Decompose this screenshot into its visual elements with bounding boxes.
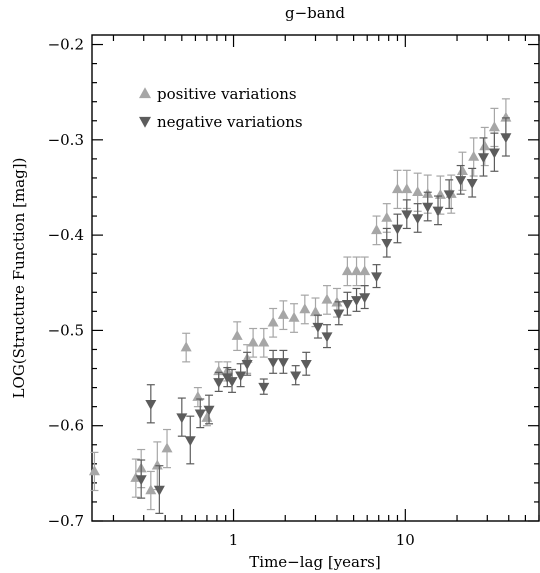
data-point bbox=[277, 309, 289, 319]
data-point bbox=[235, 371, 247, 382]
data-point bbox=[371, 272, 383, 283]
y-tick-label: −0.4 bbox=[48, 226, 84, 244]
data-point bbox=[359, 265, 371, 276]
data-point bbox=[479, 140, 491, 151]
legend-triangle-down bbox=[139, 116, 151, 128]
data-point bbox=[500, 133, 512, 144]
plot-frame bbox=[91, 34, 540, 522]
data-point bbox=[288, 311, 300, 322]
data-point bbox=[477, 153, 489, 164]
data-point bbox=[468, 150, 480, 161]
data-point bbox=[194, 409, 206, 420]
data-point bbox=[180, 341, 192, 352]
legend-marker-positive bbox=[139, 87, 151, 99]
data-point bbox=[192, 390, 204, 401]
y-tick-label: −0.3 bbox=[48, 131, 84, 149]
data-point bbox=[226, 377, 238, 388]
data-point bbox=[258, 336, 270, 347]
data-point bbox=[151, 459, 163, 470]
data-point bbox=[184, 436, 196, 447]
data-point bbox=[300, 360, 312, 370]
data-point bbox=[371, 224, 383, 235]
data-point bbox=[412, 214, 424, 225]
data-point bbox=[488, 148, 500, 159]
data-point bbox=[401, 183, 413, 194]
series-negative bbox=[135, 117, 512, 514]
x-tick-label: 1 bbox=[229, 531, 239, 549]
data-point bbox=[88, 465, 100, 476]
legend-triangle-up bbox=[139, 87, 151, 99]
x-tick-label: 10 bbox=[396, 531, 415, 549]
data-point bbox=[351, 296, 363, 307]
data-point bbox=[391, 224, 403, 235]
data-point bbox=[412, 186, 424, 196]
y-tick-label: −0.6 bbox=[48, 417, 84, 435]
x-axis-label: Time−lag [years] bbox=[249, 553, 380, 571]
legend-marker-negative bbox=[139, 116, 151, 128]
data-point bbox=[153, 485, 165, 496]
data-point bbox=[231, 329, 243, 340]
data-point bbox=[277, 358, 289, 368]
y-tick-label: −0.5 bbox=[48, 321, 84, 339]
data-point bbox=[267, 358, 279, 368]
legend: positive variations negative variations bbox=[139, 85, 303, 131]
data-point bbox=[432, 206, 444, 217]
legend-label-positive: positive variations bbox=[157, 85, 297, 103]
y-axis: −0.7 −0.6 −0.5 −0.4 −0.3 −0.2 bbox=[48, 36, 539, 530]
data-point bbox=[321, 293, 333, 304]
series-positive bbox=[88, 98, 512, 511]
data-series bbox=[88, 98, 512, 514]
data-point bbox=[145, 400, 157, 410]
data-point bbox=[201, 411, 213, 422]
data-point bbox=[341, 299, 353, 310]
data-point bbox=[213, 378, 225, 389]
data-point bbox=[422, 202, 434, 213]
data-point bbox=[401, 210, 413, 221]
data-point bbox=[247, 336, 259, 347]
data-point bbox=[267, 316, 279, 327]
data-point bbox=[456, 165, 468, 176]
data-point bbox=[135, 475, 147, 486]
y-axis-label: LOG(Structure Function [mag]) bbox=[10, 158, 28, 399]
data-point bbox=[161, 442, 173, 453]
data-point bbox=[391, 183, 403, 194]
y-tick-label: −0.2 bbox=[48, 36, 84, 54]
chart-title: g−band bbox=[285, 4, 345, 22]
data-point bbox=[359, 293, 371, 304]
data-point bbox=[145, 484, 157, 495]
data-point bbox=[351, 265, 363, 276]
data-point bbox=[203, 405, 215, 416]
legend-label-negative: negative variations bbox=[157, 113, 303, 131]
data-point bbox=[466, 178, 478, 189]
data-point bbox=[258, 382, 270, 393]
data-point bbox=[443, 190, 455, 201]
data-point bbox=[341, 265, 353, 276]
data-point bbox=[299, 303, 311, 314]
data-point bbox=[381, 238, 393, 249]
data-point bbox=[310, 306, 321, 317]
data-point bbox=[455, 176, 467, 186]
data-point bbox=[241, 360, 253, 370]
data-point bbox=[488, 121, 500, 132]
data-point bbox=[176, 413, 188, 424]
data-point bbox=[381, 211, 393, 222]
data-point bbox=[321, 332, 333, 343]
data-point bbox=[500, 111, 512, 122]
data-point bbox=[333, 309, 345, 320]
data-point bbox=[290, 371, 302, 382]
y-tick-label: −0.7 bbox=[48, 512, 84, 530]
data-point bbox=[312, 322, 324, 333]
x-axis: 1 10 bbox=[112, 35, 540, 549]
